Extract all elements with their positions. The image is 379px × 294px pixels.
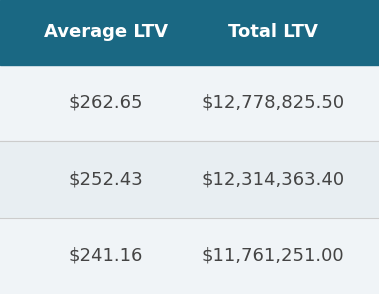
Bar [0, 65, 379, 141]
Text: $252.43: $252.43 [69, 170, 144, 188]
Text: $12,778,825.50: $12,778,825.50 [201, 94, 345, 112]
Bar [0, 0, 379, 65]
Bar [0, 218, 379, 294]
Text: $11,761,251.00: $11,761,251.00 [202, 247, 344, 265]
Text: Average LTV: Average LTV [44, 23, 168, 41]
Text: $12,314,363.40: $12,314,363.40 [201, 170, 345, 188]
Bar [0, 141, 379, 218]
Text: $262.65: $262.65 [69, 94, 143, 112]
Text: Total LTV: Total LTV [228, 23, 318, 41]
Text: $241.16: $241.16 [69, 247, 143, 265]
